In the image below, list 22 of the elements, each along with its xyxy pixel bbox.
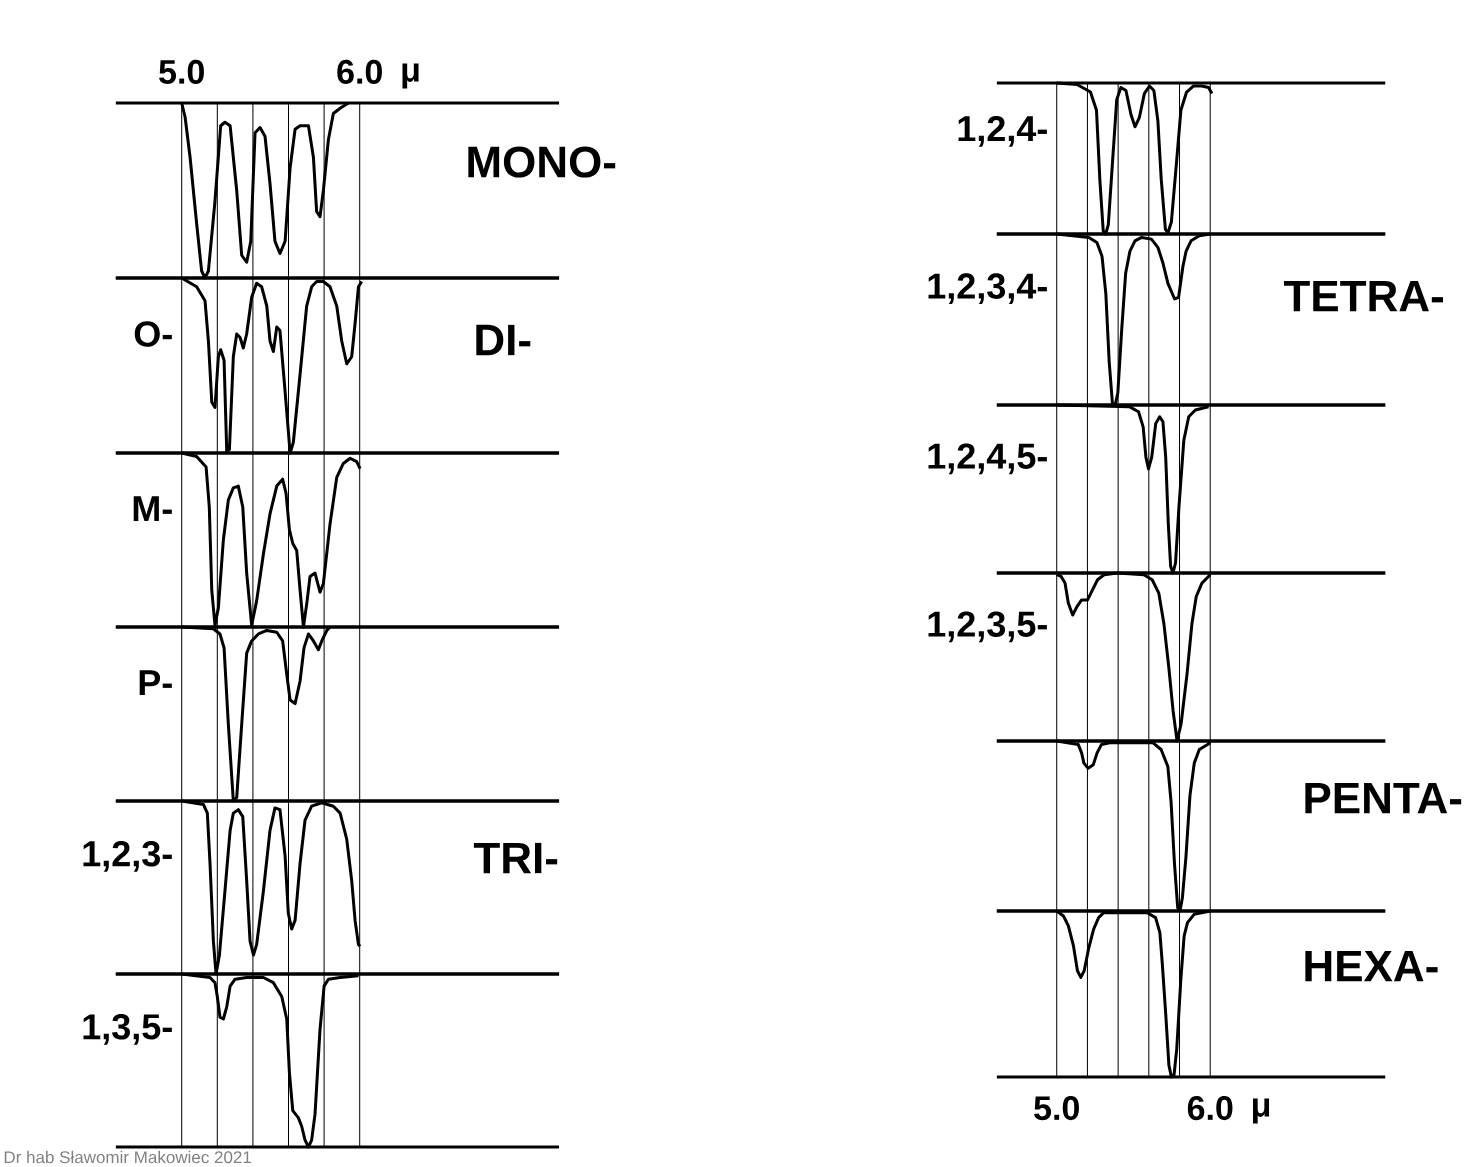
annotation: TETRA- [1283, 280, 1443, 312]
x-tick-label: 6.0 [1187, 1096, 1233, 1121]
x-tick-label: 5.0 [1034, 1096, 1079, 1121]
annotation: TRI- [473, 842, 558, 874]
annotation: PENTA- [1305, 782, 1462, 814]
y-axis-title: 1,2,4- [958, 115, 1047, 147]
x-tick-label: 6.0 [337, 59, 382, 84]
x-axis-title: μ [402, 63, 419, 89]
y-axis-title: 1,2,3,5- [928, 611, 1047, 643]
annotation: HEXA- [1305, 950, 1438, 982]
x-axis-title: μ [1253, 1098, 1270, 1124]
y-axis-title: P- [139, 670, 172, 696]
annotation: DI- [476, 324, 531, 356]
y-axis-title: M- [133, 496, 172, 522]
y-axis-title: 1,2,3- [83, 841, 172, 872]
y-axis-title: O- [134, 321, 172, 347]
y-axis-title: 1,3,5- [83, 1014, 172, 1045]
y-axis-title: 1,2,4,5- [928, 443, 1047, 475]
y-axis-title: 1,2,3,4- [928, 273, 1047, 305]
text: Dr hab Sławomir Makowiec 2021 [4, 1150, 252, 1164]
x-tick-label: 5.0 [159, 59, 204, 84]
annotation: MONO- [468, 146, 616, 178]
